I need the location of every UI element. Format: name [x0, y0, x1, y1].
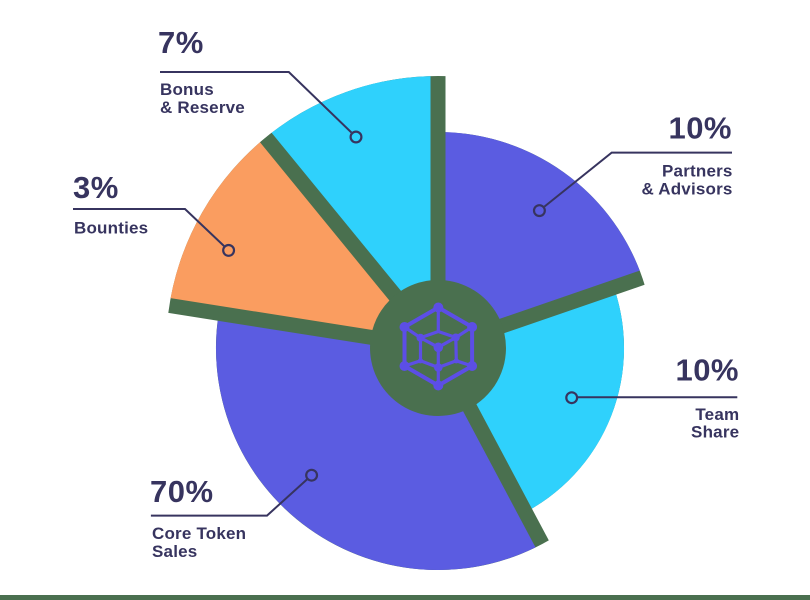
svg-text:& Advisors: & Advisors — [641, 179, 732, 198]
svg-text:3%: 3% — [73, 170, 119, 205]
svg-text:Team: Team — [695, 405, 739, 424]
svg-text:& Reserve: & Reserve — [160, 98, 245, 117]
svg-text:Share: Share — [691, 423, 739, 442]
svg-text:Sales: Sales — [152, 542, 197, 561]
svg-text:10%: 10% — [668, 111, 732, 146]
svg-text:Core Token: Core Token — [152, 524, 246, 543]
svg-text:Partners: Partners — [662, 162, 733, 181]
svg-text:7%: 7% — [158, 25, 204, 60]
svg-text:Bonus: Bonus — [160, 80, 214, 99]
svg-text:10%: 10% — [675, 353, 739, 388]
svg-text:Bounties: Bounties — [74, 219, 148, 238]
svg-text:70%: 70% — [150, 474, 214, 509]
